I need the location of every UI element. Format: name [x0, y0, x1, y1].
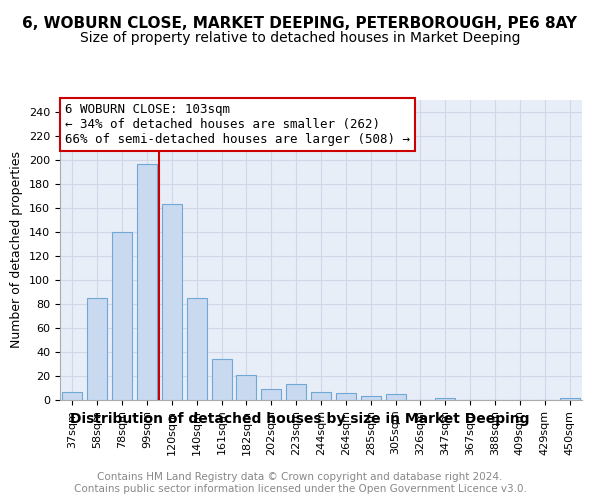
Bar [236, 375, 256, 400]
Bar [560, 398, 580, 400]
Text: Contains HM Land Registry data © Crown copyright and database right 2024.
Contai: Contains HM Land Registry data © Crown c… [74, 472, 526, 494]
Bar [187, 298, 206, 400]
Bar [311, 392, 331, 400]
Bar [386, 394, 406, 400]
Bar [436, 398, 455, 400]
Bar [137, 164, 157, 400]
Bar [336, 393, 356, 400]
Bar [212, 359, 232, 400]
Bar [112, 232, 132, 400]
Bar [286, 384, 306, 400]
Text: Size of property relative to detached houses in Market Deeping: Size of property relative to detached ho… [80, 31, 520, 45]
Bar [162, 204, 182, 400]
Y-axis label: Number of detached properties: Number of detached properties [10, 152, 23, 348]
Bar [88, 298, 107, 400]
Text: 6 WOBURN CLOSE: 103sqm
← 34% of detached houses are smaller (262)
66% of semi-de: 6 WOBURN CLOSE: 103sqm ← 34% of detached… [65, 103, 410, 146]
Text: Distribution of detached houses by size in Market Deeping: Distribution of detached houses by size … [70, 412, 530, 426]
Bar [262, 389, 281, 400]
Bar [361, 396, 380, 400]
Text: 6, WOBURN CLOSE, MARKET DEEPING, PETERBOROUGH, PE6 8AY: 6, WOBURN CLOSE, MARKET DEEPING, PETERBO… [23, 16, 577, 31]
Bar [62, 392, 82, 400]
